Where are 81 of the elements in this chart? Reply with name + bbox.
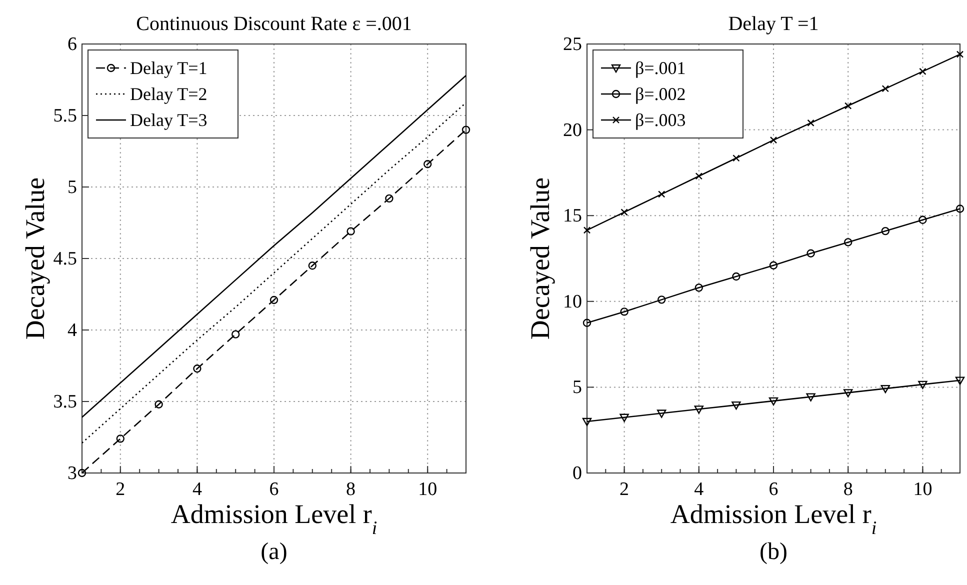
chart-title: Delay T =1 (728, 13, 819, 35)
x-tick-label: 6 (768, 479, 778, 500)
point (732, 272, 740, 281)
point (769, 261, 778, 270)
point (193, 364, 202, 373)
y-tick-label: 10 (563, 291, 582, 312)
point (806, 249, 815, 258)
point (582, 418, 592, 426)
y-axis-title: Decayed Value (525, 177, 555, 340)
point (844, 102, 852, 110)
point (732, 401, 741, 410)
point (620, 208, 628, 216)
x-tick-label: 2 (620, 479, 630, 500)
y-tick-label: 4.5 (53, 248, 77, 270)
x-tick-label: 10 (913, 479, 932, 500)
y-tick-label: 20 (563, 120, 582, 141)
point (880, 384, 890, 394)
point (956, 204, 964, 213)
legend-label: β=.002 (635, 84, 686, 104)
y-tick-label: 4 (68, 320, 78, 341)
point (658, 296, 666, 304)
point (807, 119, 814, 127)
y-tick-label: 5.5 (53, 106, 77, 126)
legend-label: Delay T=3 (130, 110, 208, 130)
y-tick-label: 5 (572, 377, 582, 398)
point (768, 397, 778, 406)
x-tick-label: 4 (694, 479, 704, 500)
point (657, 410, 666, 418)
point (732, 154, 740, 162)
y-tick-label: 6 (68, 34, 77, 55)
y-tick-label: 25 (563, 34, 582, 55)
x-tick-label: 4 (192, 479, 202, 500)
text: (a) (260, 539, 288, 565)
y-axis-title: Decayed Value (20, 177, 50, 340)
point (620, 308, 628, 316)
point (956, 50, 964, 58)
x-tick-label: 2 (116, 479, 126, 500)
y-tick-label: 3.5 (53, 392, 77, 412)
point (882, 85, 889, 92)
point (462, 126, 470, 134)
point (919, 68, 926, 76)
legend-label: Delay T=1 (130, 58, 208, 78)
point (844, 238, 852, 246)
y-tick-label: 0 (572, 463, 582, 484)
point (582, 318, 592, 327)
point (346, 227, 355, 236)
point (424, 160, 432, 168)
x-axis-title: Admission Level r$_{i}$ (670, 499, 877, 538)
x-tick-label: 6 (269, 479, 279, 500)
point (694, 406, 704, 414)
point (232, 330, 240, 338)
legend-label: Delay T=2 (130, 84, 208, 104)
point (78, 468, 86, 478)
point (154, 400, 163, 408)
point (308, 262, 316, 270)
point (620, 414, 629, 422)
point (385, 194, 394, 203)
x-tick-label: 10 (418, 479, 438, 500)
point (270, 296, 278, 304)
point (881, 226, 890, 236)
point (770, 136, 778, 144)
legend-label: β=.003 (635, 110, 686, 130)
y-tick-label: 15 (563, 206, 582, 227)
y-tick-label: 5 (68, 177, 77, 198)
point (955, 376, 965, 385)
y-tick-label: 3 (68, 463, 77, 484)
point (116, 434, 124, 443)
point (695, 172, 702, 180)
x-tick-label: 8 (843, 479, 853, 500)
x-axis-title: Admission Level r$_{i}$ (170, 499, 378, 538)
point (583, 226, 591, 234)
point (844, 389, 853, 398)
point (694, 284, 703, 292)
text: (b) (760, 539, 788, 565)
point (918, 216, 927, 224)
x-tick-label: 8 (346, 479, 356, 500)
point (918, 380, 928, 390)
point (806, 393, 816, 402)
chart-title: Continuous Discount Rate ε =.001 (136, 13, 412, 35)
point (658, 190, 666, 198)
legend-label: β=.001 (635, 58, 686, 78)
